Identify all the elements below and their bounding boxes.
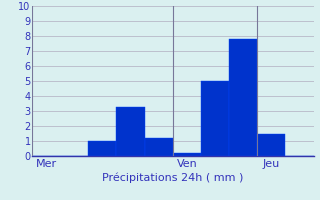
Bar — [88, 141, 116, 156]
Bar — [145, 138, 173, 156]
Bar — [229, 39, 257, 156]
Bar — [173, 153, 201, 156]
Bar — [257, 134, 285, 156]
X-axis label: Précipitations 24h ( mm ): Précipitations 24h ( mm ) — [102, 173, 244, 183]
Bar — [116, 106, 145, 156]
Bar — [201, 81, 229, 156]
